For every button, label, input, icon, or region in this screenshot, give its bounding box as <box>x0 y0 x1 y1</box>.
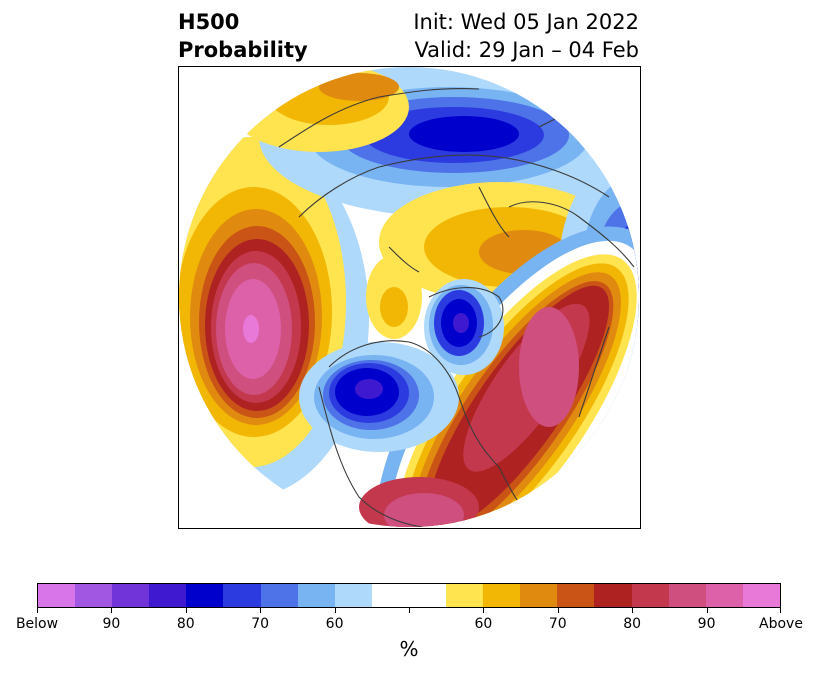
valid-range: Valid: 29 Jan – 04 Feb <box>414 38 639 62</box>
colorbar-segment <box>149 584 187 607</box>
probability-field <box>179 67 639 527</box>
colorbar-tick-label: 90 <box>102 616 121 632</box>
colorbar-segment <box>742 584 780 607</box>
colorbar-tick <box>780 608 781 613</box>
colorbar-segment <box>705 584 743 607</box>
title-line-2: Probability <box>178 38 308 62</box>
colorbar-segment <box>334 584 372 607</box>
date-info: Init: Wed 05 Jan 2022 Valid: 29 Jan – 04… <box>413 8 639 64</box>
colorbar-tick-label: 90 <box>697 616 716 632</box>
colorbar-segment <box>408 584 447 607</box>
colorbar-tick-label: 70 <box>548 616 567 632</box>
colorbar-segment <box>112 584 150 607</box>
init-date: Init: Wed 05 Jan 2022 <box>413 10 639 34</box>
colorbar-tick-label: 80 <box>623 616 642 632</box>
colorbar <box>37 583 781 608</box>
colorbar-segment <box>446 584 484 607</box>
colorbar-tick-label: Below <box>15 616 59 632</box>
colorbar-tick-label: 60 <box>325 616 344 632</box>
colorbar-tick <box>632 608 633 613</box>
colorbar-tick-label: Above <box>759 616 803 632</box>
colorbar-segment <box>75 584 113 607</box>
colorbar-tick <box>409 608 410 613</box>
colorbar-tick <box>111 608 112 613</box>
probability-map <box>178 66 641 529</box>
colorbar-segment <box>520 584 558 607</box>
colorbar-segment <box>186 584 224 607</box>
colorbar-unit-label: % <box>399 637 419 661</box>
colorbar-segment <box>38 584 76 607</box>
colorbar-tick <box>186 608 187 613</box>
colorbar-segment <box>297 584 335 607</box>
colorbar-tick <box>335 608 336 613</box>
colorbar-segment <box>223 584 261 607</box>
chart-title: H500 Probability <box>178 8 308 64</box>
colorbar-segment <box>631 584 669 607</box>
colorbar-segment <box>371 584 409 607</box>
colorbar-tick <box>483 608 484 613</box>
colorbar-segment <box>668 584 706 607</box>
colorbar-segment <box>557 584 595 607</box>
colorbar-tick-label: 70 <box>251 616 270 632</box>
map-canvas <box>179 67 639 527</box>
colorbar-tick-label: 80 <box>176 616 195 632</box>
colorbar-segment <box>483 584 521 607</box>
colorbar-segment <box>594 584 632 607</box>
colorbar-segment <box>260 584 298 607</box>
colorbar-tick <box>37 608 38 613</box>
colorbar-tick-label: 60 <box>474 616 493 632</box>
colorbar-tick <box>707 608 708 613</box>
coastlines <box>278 88 635 527</box>
title-line-1: H500 <box>178 10 240 34</box>
colorbar-tick <box>260 608 261 613</box>
colorbar-tick <box>558 608 559 613</box>
